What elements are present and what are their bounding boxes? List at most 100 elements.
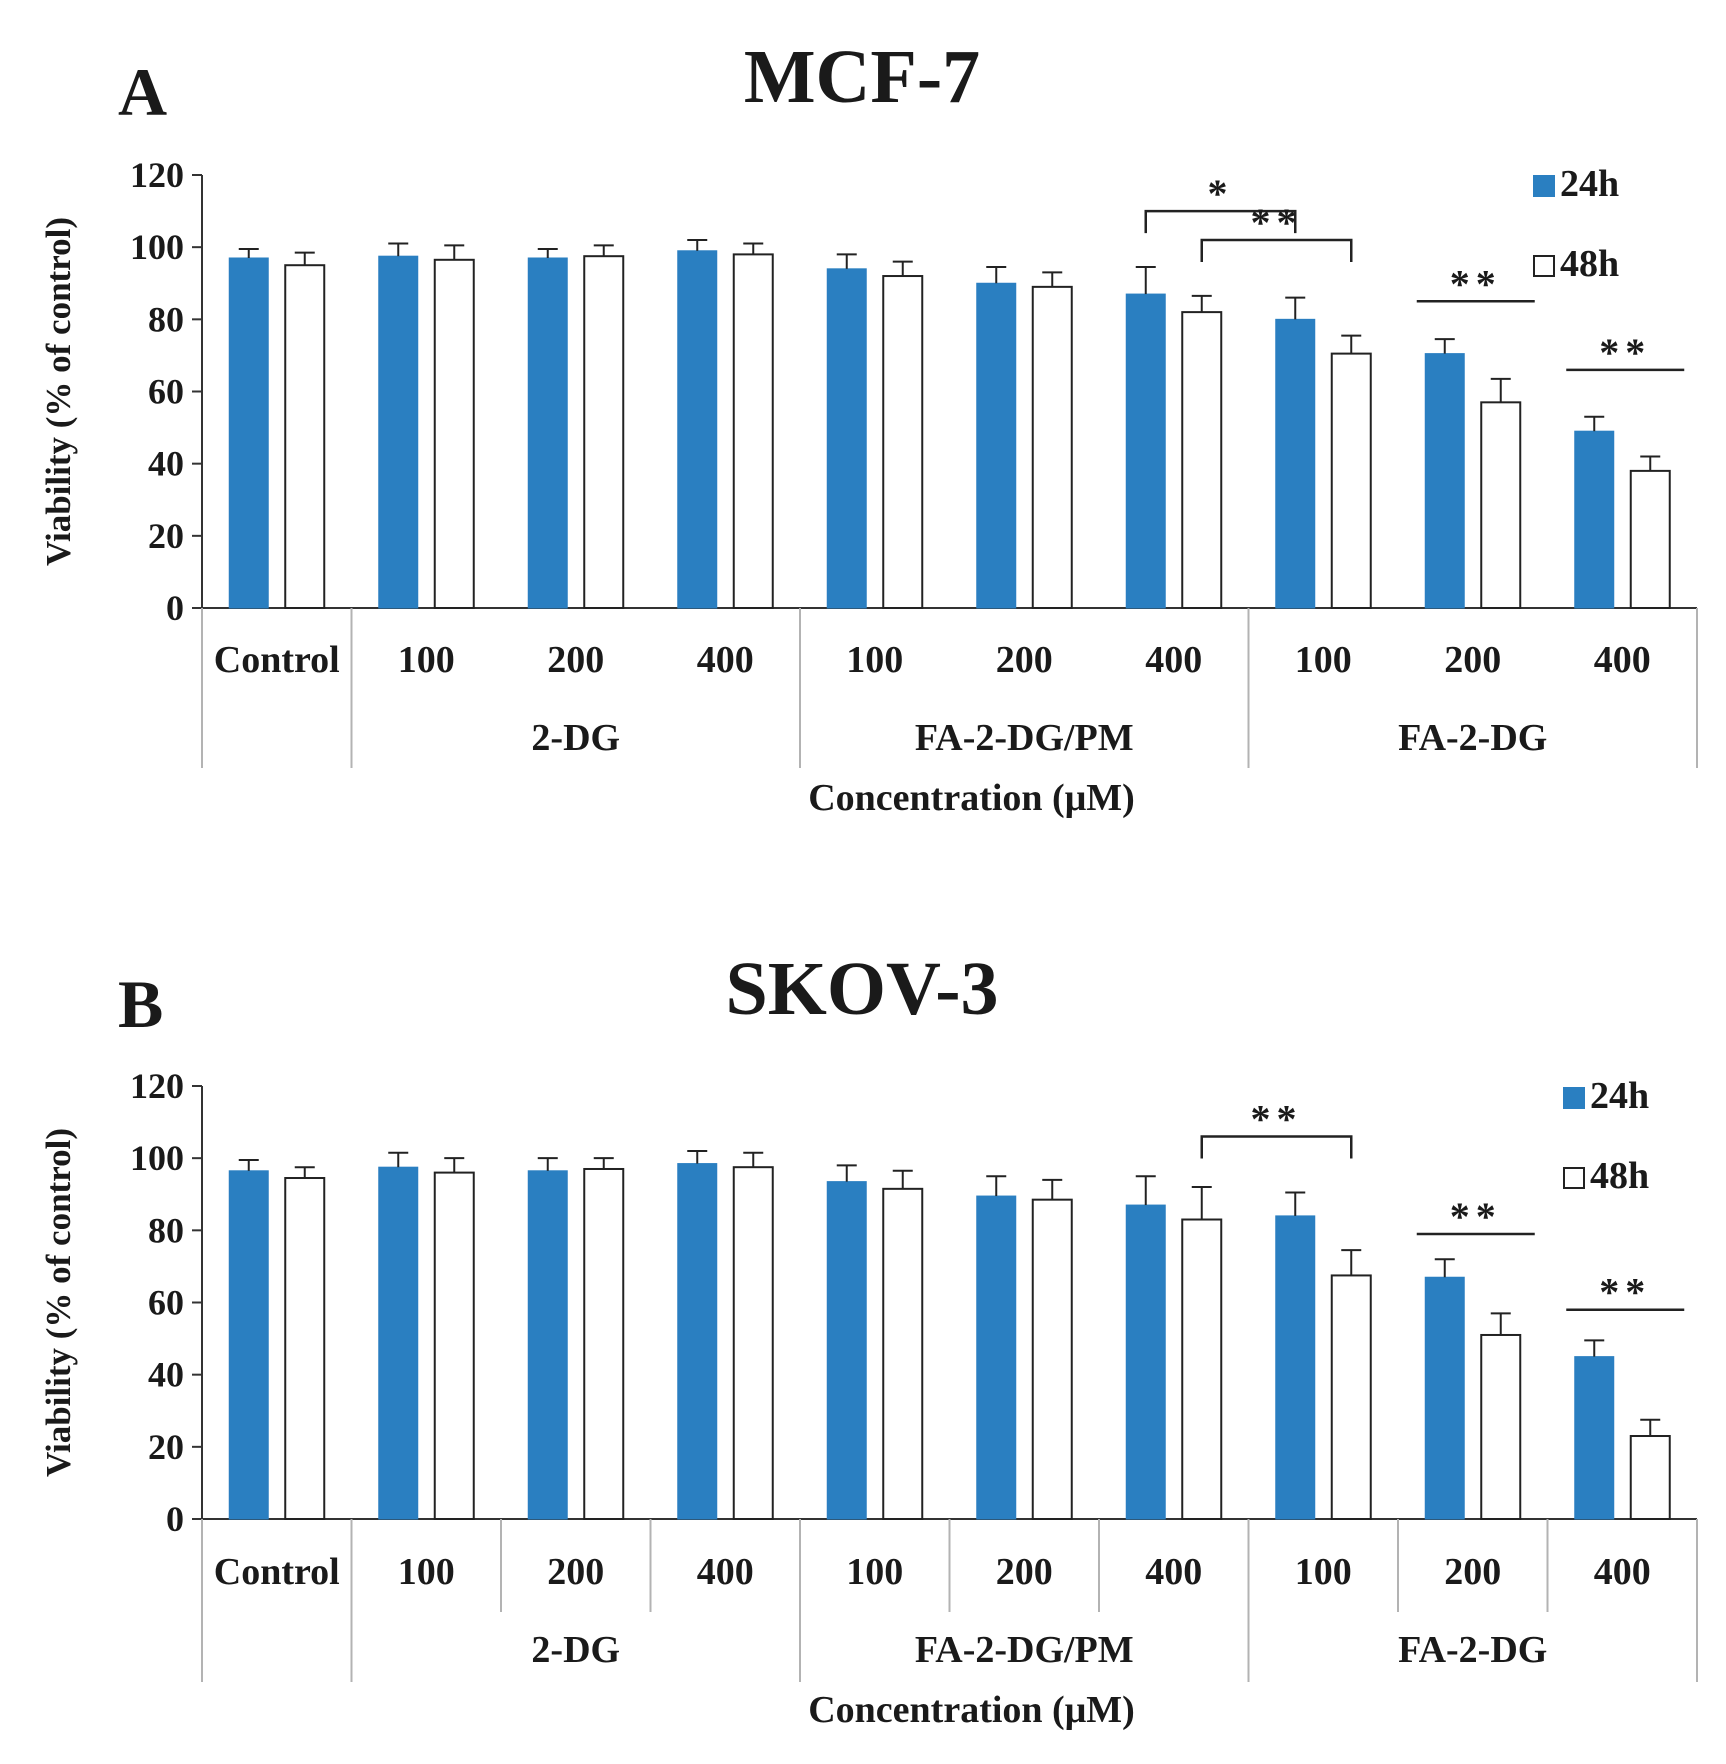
significance-marker: * [1208, 171, 1234, 216]
bar-48h [1629, 1435, 1671, 1520]
y-axis-label: Viability (% of control) [39, 1128, 78, 1477]
x-category-label: 200 [996, 639, 1053, 681]
x-category-label: Control [214, 1551, 340, 1593]
bar-24h [378, 255, 419, 609]
bar-48h [583, 1167, 625, 1521]
chart-title: SKOV-3 [725, 947, 998, 1031]
bar-48h [583, 255, 625, 609]
bar-24h [228, 1170, 269, 1520]
bar-48h [1480, 1333, 1522, 1520]
x-axis-label: Concentration (μM) [808, 777, 1135, 819]
bar-48h [433, 1171, 475, 1520]
y-tick-label: 60 [148, 372, 184, 412]
x-group-label: FA-2-DG/PM [915, 1629, 1134, 1671]
x-category-label: 100 [1295, 1551, 1352, 1593]
bar-24h [527, 1170, 568, 1520]
chart-title: MCF-7 [744, 35, 980, 119]
x-category-label: Control [214, 639, 340, 681]
significance-bracket [1200, 1135, 1353, 1159]
legend-label: 24h [1590, 1075, 1649, 1117]
bar-24h [527, 257, 568, 609]
x-category-label: 200 [1444, 639, 1501, 681]
bar-24h [228, 257, 269, 609]
x-category-label: 100 [398, 1551, 455, 1593]
y-tick-label: 60 [148, 1283, 184, 1323]
bar-48h [1181, 1218, 1223, 1520]
y-tick-label: 0 [166, 1499, 184, 1539]
x-group-label: 2-DG [531, 717, 620, 759]
bar-48h [1330, 1274, 1372, 1520]
y-tick-label: 120 [130, 1066, 184, 1106]
bar-24h [677, 1163, 718, 1520]
bar-48h [1031, 285, 1073, 609]
x-category-label: 400 [697, 1551, 754, 1593]
bar-48h [882, 1187, 924, 1521]
y-tick-label: 100 [130, 1138, 184, 1178]
bar-24h [1574, 430, 1615, 609]
bar-24h [976, 1195, 1017, 1520]
y-tick-label: 120 [130, 155, 184, 195]
bar-24h [1125, 1204, 1166, 1520]
significance-marker: ** [1251, 1097, 1303, 1142]
x-category-label: 200 [1444, 1551, 1501, 1593]
bar-24h [976, 282, 1017, 609]
chart-panel-b: B SKOV-3 0 20 40 60 80 100 120 Viability (% of co… [39, 947, 1698, 1731]
y-tick-label: 20 [148, 516, 184, 556]
bar-48h [1629, 469, 1671, 609]
x-group-label: FA-2-DG/PM [915, 717, 1134, 759]
bar-24h [826, 1181, 867, 1520]
bar-24h [1574, 1356, 1615, 1520]
chart-panel-a: A MCF-7 0 20 40 60 80 100 120 Viability (% of con… [39, 35, 1698, 819]
bar-24h [1125, 293, 1166, 609]
bar-48h [732, 253, 774, 609]
y-tick-label: 80 [148, 299, 184, 339]
y-tick-label: 20 [148, 1427, 184, 1467]
bar-24h [1424, 353, 1465, 609]
x-group-label: FA-2-DG [1398, 717, 1547, 759]
bar-48h [1330, 352, 1372, 609]
legend-label: 24h [1560, 163, 1619, 205]
x-category-label: 100 [1295, 639, 1352, 681]
significance-bracket [1200, 238, 1353, 262]
x-category-label: 200 [547, 639, 604, 681]
bar-24h [826, 268, 867, 609]
bar-48h [882, 275, 924, 609]
x-category-label: 400 [1145, 1551, 1202, 1593]
bar-48h [1031, 1198, 1073, 1520]
y-tick-label: 80 [148, 1210, 184, 1250]
bar-48h [1480, 401, 1522, 610]
legend-swatch-48h [1563, 1167, 1585, 1189]
significance-marker: ** [1599, 1270, 1651, 1315]
legend-label: 48h [1560, 243, 1619, 285]
x-category-label: 100 [846, 639, 903, 681]
significance-marker: ** [1450, 1194, 1502, 1239]
y-tick-label: 40 [148, 1355, 184, 1395]
y-axis-label: Viability (% of control) [39, 217, 78, 566]
bar-24h [378, 1166, 419, 1520]
x-axis-label: Concentration (μM) [808, 1689, 1135, 1731]
significance-bracket [1144, 209, 1297, 234]
bar-24h [677, 250, 718, 609]
y-tick-label: 40 [148, 444, 184, 484]
significance-marker: ** [1251, 200, 1303, 245]
bar-48h [732, 1166, 774, 1520]
x-category-label: 200 [996, 1551, 1053, 1593]
bar-24h [1424, 1276, 1465, 1520]
bar-24h [1275, 1215, 1316, 1520]
legend-swatch-24h [1563, 1087, 1585, 1109]
x-group-label: 2-DG [531, 1629, 620, 1671]
x-group-label: FA-2-DG [1398, 1629, 1547, 1671]
legend-label: 48h [1590, 1155, 1649, 1197]
significance-marker: ** [1599, 330, 1651, 375]
x-category-label: 200 [547, 1551, 604, 1593]
bar-48h [284, 264, 326, 609]
x-category-label: 400 [1594, 1551, 1651, 1593]
legend-swatch-48h [1533, 255, 1555, 277]
bar-48h [284, 1177, 326, 1520]
x-category-label: 400 [1594, 639, 1651, 681]
x-category-label: 100 [398, 639, 455, 681]
x-category-label: 400 [697, 639, 754, 681]
bar-48h [1181, 311, 1223, 609]
x-category-label: 100 [846, 1551, 903, 1593]
